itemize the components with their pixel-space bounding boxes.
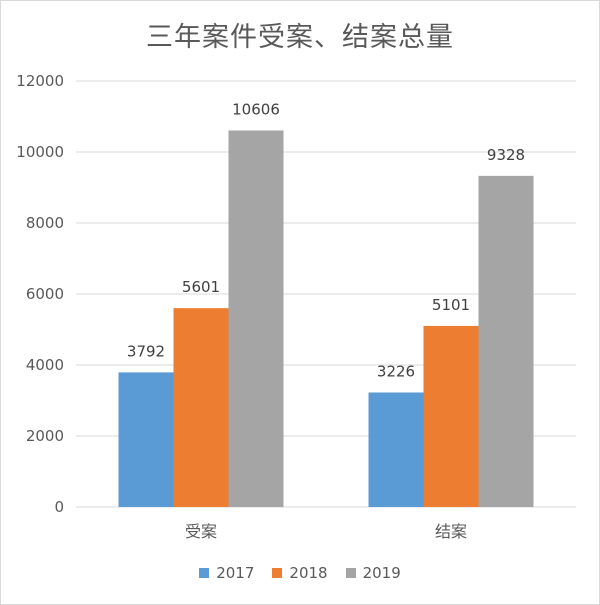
legend: 2017 2018 2019 — [1, 564, 599, 582]
y-tick-label: 12000 — [16, 72, 64, 90]
y-tick-label: 8000 — [26, 214, 64, 232]
y-tick-label: 6000 — [26, 285, 64, 303]
bar-2018-受案 — [173, 308, 229, 507]
y-tick-label: 4000 — [26, 356, 64, 374]
y-tick-label: 2000 — [26, 427, 64, 445]
legend-label: 2017 — [216, 564, 255, 582]
bar-2019-受案 — [228, 130, 284, 507]
legend-swatch — [199, 568, 210, 578]
data-label: 5601 — [182, 278, 220, 296]
y-tick-label: 10000 — [16, 143, 64, 161]
bar-2017-受案 — [118, 372, 174, 507]
data-label: 9328 — [487, 146, 525, 164]
data-label: 3792 — [127, 342, 165, 360]
chart-title: 三年案件受案、结案总量 — [146, 22, 454, 53]
bar-chart: 0 2000 4000 6000 8000 10000 12000 3792 5601 1060… — [16, 72, 576, 541]
legend-swatch — [345, 568, 356, 578]
legend-label: 2018 — [289, 564, 328, 582]
bars — [118, 130, 534, 507]
legend-swatch — [272, 568, 283, 578]
bar-2017-结案 — [368, 392, 424, 507]
x-axis-categories: 受案 结案 — [185, 522, 467, 541]
legend-label: 2019 — [362, 564, 401, 582]
x-category-label: 受案 — [185, 522, 217, 541]
data-label: 5101 — [432, 296, 470, 314]
bar-2019-结案 — [478, 175, 534, 507]
legend-item: 2019 — [345, 564, 401, 582]
bar-2018-结案 — [423, 325, 479, 507]
data-label: 10606 — [232, 100, 280, 118]
data-labels: 3792 5601 10606 3226 5101 9328 — [127, 100, 525, 380]
x-category-label: 结案 — [435, 522, 467, 541]
legend-item: 2018 — [272, 564, 328, 582]
y-axis-ticks: 0 2000 4000 6000 8000 10000 12000 — [16, 72, 64, 516]
y-tick-label: 0 — [54, 498, 64, 516]
data-label: 3226 — [377, 362, 415, 380]
legend-item: 2017 — [199, 564, 254, 582]
